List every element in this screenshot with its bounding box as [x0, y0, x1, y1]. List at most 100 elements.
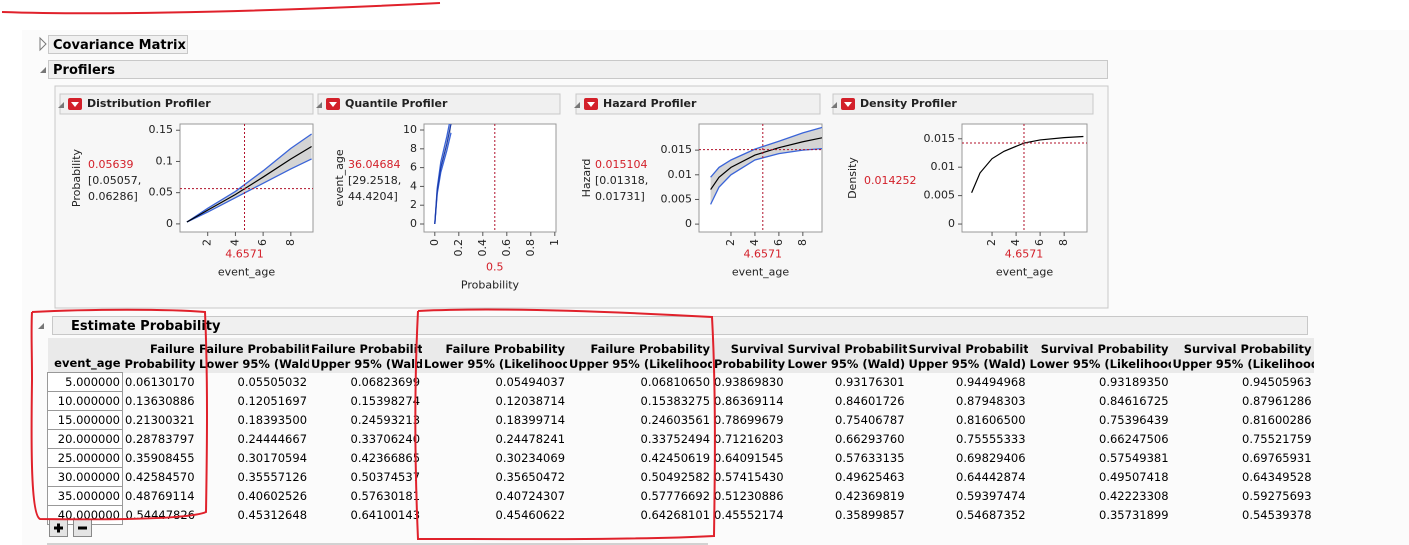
table-cell: 10.000000: [47, 391, 123, 411]
table-cell: 0.35899857: [835, 508, 905, 522]
y-tick-label: 0: [948, 217, 955, 230]
table-row: 25.000000 0.35908455 0.30170594 0.42366865 0…: [47, 448, 1314, 468]
header-line: Failure: [150, 341, 195, 356]
profiler-title[interactable]: Density Profiler: [860, 97, 957, 110]
x-tick-label: 6: [772, 239, 785, 246]
confidence-interval: [29.2518,: [348, 174, 401, 187]
profiler-title[interactable]: Quantile Profiler: [345, 97, 448, 110]
add-button[interactable]: [49, 519, 68, 537]
header-line: Failure Probability: [445, 341, 566, 356]
table-row: 20.000000 0.28783797 0.24444667 0.33706240 0…: [47, 429, 1314, 449]
table-cell: 0.64100143: [350, 508, 421, 522]
plot-content: [962, 124, 1087, 232]
y-tick-label: 0.015: [661, 143, 693, 156]
disclosure-icon[interactable]: [574, 102, 580, 108]
table-cell: 0.57549381: [1099, 451, 1169, 465]
dropdown-arrow: [844, 102, 852, 107]
x-tick-label: 6: [1033, 239, 1046, 246]
table-cell: 0.15398274: [350, 394, 421, 408]
table-cell: 20.000000: [47, 429, 123, 449]
table-cell: 0.40724307: [495, 489, 566, 503]
x-tick-label: 1: [548, 239, 561, 246]
header-line: Lower 95% (Wald): [199, 356, 310, 371]
current-value[interactable]: 0.015104: [595, 158, 648, 171]
column-header: Survival Probability: [712, 338, 786, 373]
table-cell: 0.45312648: [237, 508, 308, 522]
outline-header[interactable]: Profilers: [48, 60, 1108, 79]
table-cell: 0.06130170: [125, 375, 195, 389]
disclosure-icon[interactable]: [39, 36, 47, 52]
table-row: 35.000000 0.48769114 0.40602526 0.57630181 0…: [47, 486, 1314, 506]
current-x-value[interactable]: 4.6571: [744, 248, 783, 261]
table-cell: 0.54687352: [956, 508, 1026, 522]
current-value[interactable]: 36.04684: [348, 158, 401, 171]
table-cell: 0.42223308: [1099, 489, 1169, 503]
table-cell: 0.64349528: [1242, 470, 1312, 484]
table-cell: 0.69765931: [1242, 451, 1312, 465]
table-cell: 0.35908455: [125, 451, 195, 465]
y-tick-label: 0.01: [931, 160, 956, 173]
plot-area: [423, 123, 557, 233]
table-cell: 0.93869830: [714, 375, 784, 389]
table-cell: 0.48769114: [125, 489, 195, 503]
table-cell: 0.30234069: [495, 451, 566, 465]
minus-icon: [78, 526, 87, 530]
table-cell: 0.06823699: [350, 375, 421, 389]
table-cell: 0.30170594: [237, 451, 308, 465]
profiler-title[interactable]: Hazard Profiler: [603, 97, 697, 110]
header-line: Survival Probability: [908, 341, 1028, 356]
header-line: event_age: [54, 356, 121, 370]
header-row: event_age Failure Probability Failure Proba…: [47, 338, 1314, 373]
table-cell: 0.93176301: [835, 375, 905, 389]
remove-button[interactable]: [73, 519, 92, 537]
y-tick-label: 0: [410, 217, 417, 230]
profile-curve: [971, 135, 1084, 194]
dropdown-arrow: [329, 102, 337, 107]
profile-curve: [434, 124, 452, 225]
table-cell: 0.57415430: [714, 470, 784, 484]
current-x-value[interactable]: 0.5: [486, 261, 504, 274]
x-tick-label: 2: [201, 239, 214, 246]
header-line: Upper 95% (Wald): [311, 356, 423, 371]
table-cell: 0.05505032: [237, 375, 308, 389]
table-cell: 0.59275693: [1242, 489, 1312, 503]
disclosure-icon[interactable]: [58, 102, 64, 108]
current-value[interactable]: 0.05639: [88, 158, 134, 171]
table-cell: 0.28783797: [125, 432, 195, 446]
y-axis-label: event_age: [333, 149, 346, 207]
table-cell: 0.06810650: [640, 375, 711, 389]
table-cell: 0.64091545: [714, 451, 784, 465]
y-tick-label: 6: [410, 161, 417, 174]
table-cell: 0.75521759: [1242, 432, 1312, 446]
y-tick-label: 0.1: [156, 154, 174, 167]
x-tick-label: 8: [796, 239, 809, 246]
disclosure-icon[interactable]: [40, 67, 46, 73]
table-cell: 0.57633135: [835, 451, 905, 465]
table-cell: 35.000000: [47, 486, 123, 506]
table-cell: 0.42369819: [835, 489, 905, 503]
confidence-line: [710, 126, 822, 178]
y-tick-label: 0.015: [924, 132, 956, 145]
table-cell: 0.51230886: [714, 489, 784, 503]
current-x-value[interactable]: 4.6571: [1005, 248, 1044, 261]
y-tick-label: 0.005: [661, 192, 693, 205]
header-line: Upper 95% (Wald): [908, 356, 1027, 371]
table-cell: 0.18399714: [495, 413, 566, 427]
dropdown-arrow: [71, 102, 79, 107]
current-x-value[interactable]: 4.6571: [225, 248, 264, 261]
table-cell: 30.000000: [47, 467, 123, 487]
table-row: 10.000000 0.13630886 0.12051697 0.15398274 0…: [47, 391, 1314, 411]
confidence-band: [710, 127, 822, 205]
table-cell: 0.78699679: [714, 413, 784, 427]
outline-header[interactable]: Covariance Matrix: [48, 35, 188, 54]
profiler-title[interactable]: Distribution Profiler: [87, 97, 211, 110]
current-value[interactable]: 0.014252: [864, 174, 917, 187]
table-cell: 0.94494968: [956, 375, 1026, 389]
disclosure-icon[interactable]: [316, 102, 322, 108]
table-cell: 0.33752494: [640, 432, 711, 446]
outline-header[interactable]: Estimate Probability: [52, 316, 1308, 335]
disclosure-icon[interactable]: [38, 323, 44, 329]
disclosure-icon[interactable]: [831, 102, 837, 108]
header-line: Lower 95% (Wald): [787, 356, 906, 371]
